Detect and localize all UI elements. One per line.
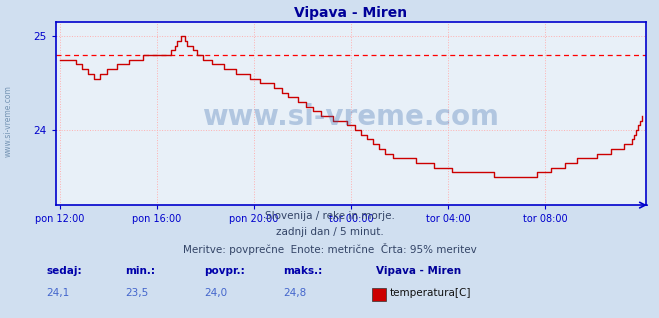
Text: sedaj:: sedaj: bbox=[46, 266, 82, 275]
Text: www.si-vreme.com: www.si-vreme.com bbox=[3, 85, 13, 157]
Text: 24,1: 24,1 bbox=[46, 288, 69, 298]
Text: Meritve: povprečne  Enote: metrične  Črta: 95% meritev: Meritve: povprečne Enote: metrične Črta:… bbox=[183, 243, 476, 255]
Text: 24,8: 24,8 bbox=[283, 288, 306, 298]
Text: zadnji dan / 5 minut.: zadnji dan / 5 minut. bbox=[275, 227, 384, 237]
Text: Slovenija / reke in morje.: Slovenija / reke in morje. bbox=[264, 211, 395, 221]
Text: 23,5: 23,5 bbox=[125, 288, 148, 298]
Text: 24,0: 24,0 bbox=[204, 288, 227, 298]
Text: temperatura[C]: temperatura[C] bbox=[390, 288, 472, 298]
Text: povpr.:: povpr.: bbox=[204, 266, 245, 275]
Text: Vipava - Miren: Vipava - Miren bbox=[376, 266, 461, 275]
Text: maks.:: maks.: bbox=[283, 266, 323, 275]
Title: Vipava - Miren: Vipava - Miren bbox=[295, 6, 407, 20]
Text: www.si-vreme.com: www.si-vreme.com bbox=[202, 103, 500, 131]
Text: min.:: min.: bbox=[125, 266, 156, 275]
